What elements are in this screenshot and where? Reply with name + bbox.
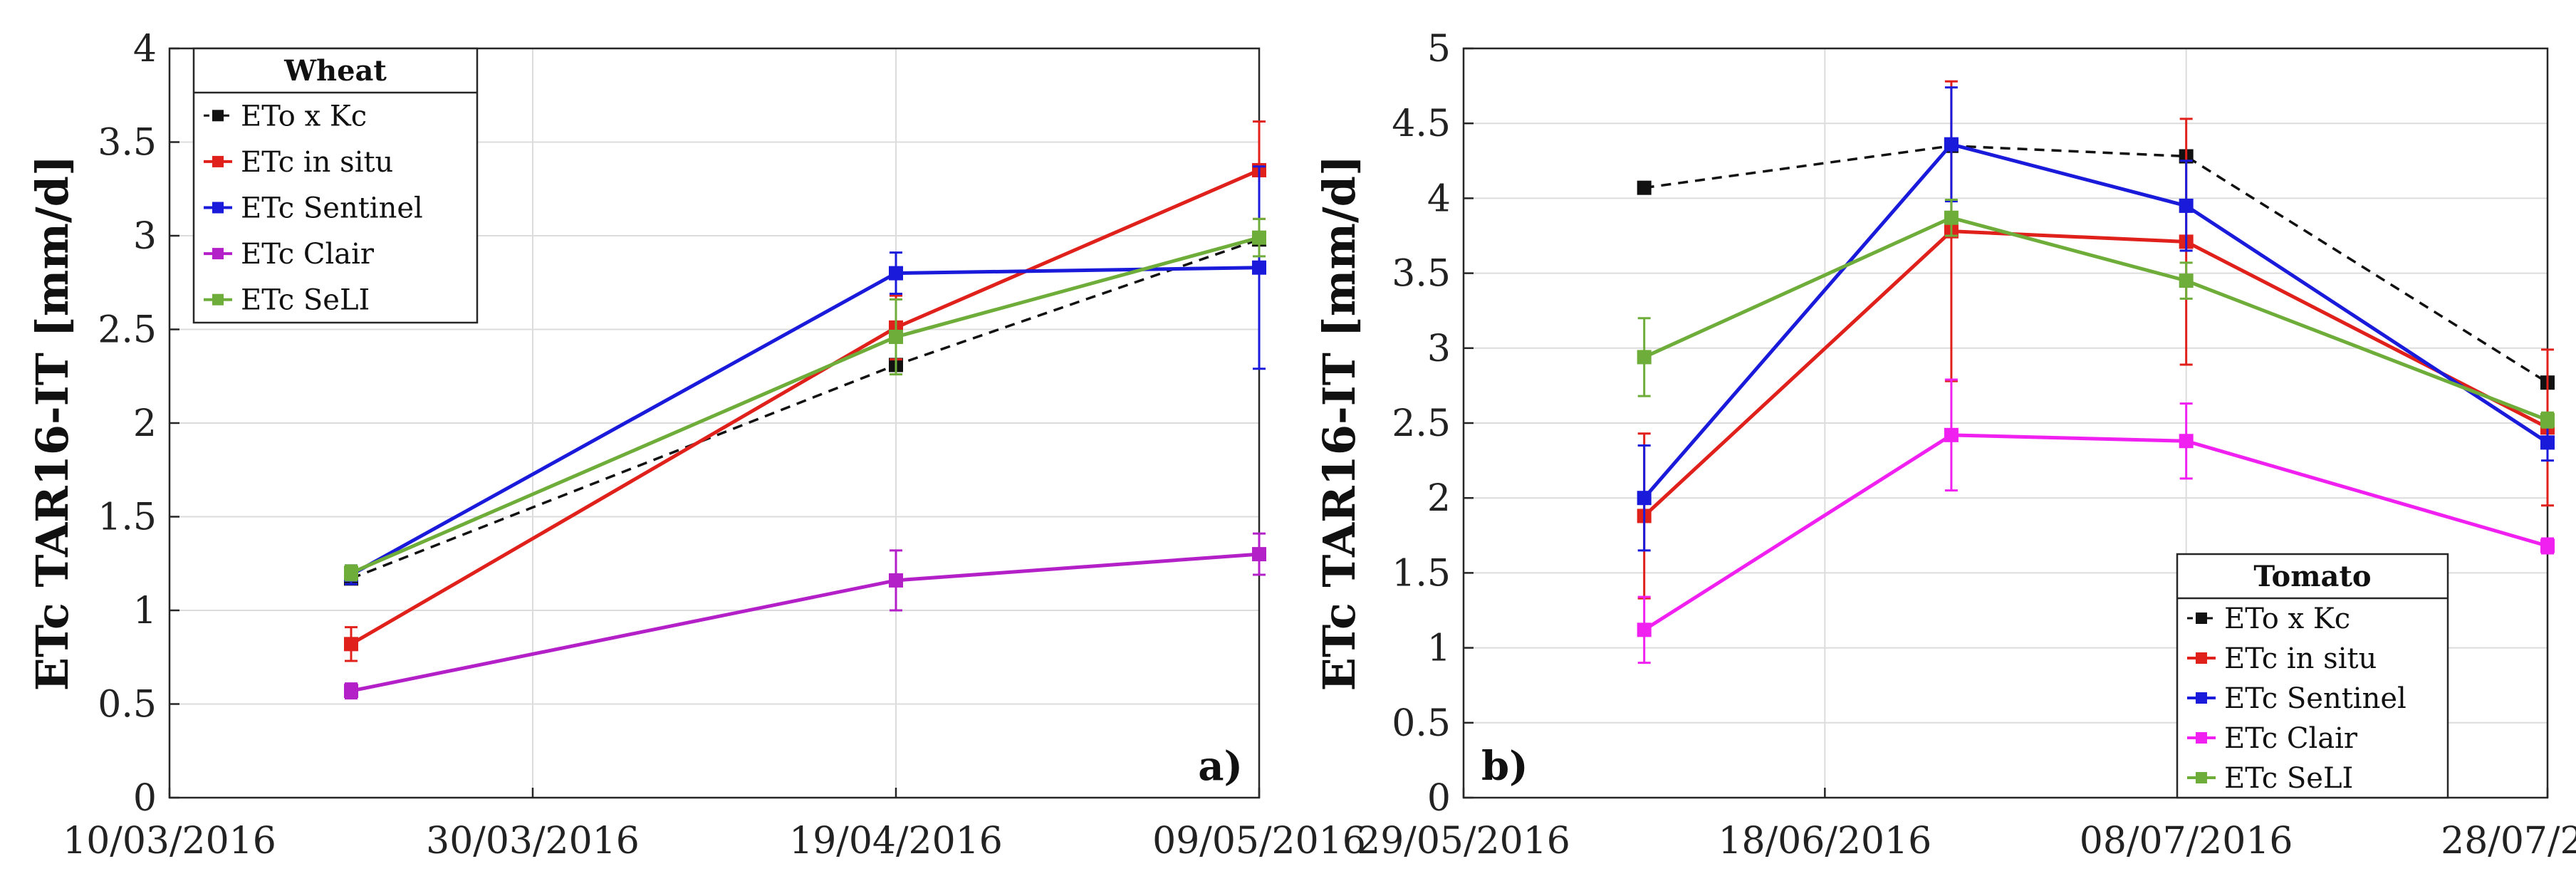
y-tick-label: 1 xyxy=(1427,627,1451,670)
legend-title: Tomato xyxy=(2253,560,2371,593)
data-point xyxy=(1252,547,1266,562)
y-tick-label: 5 xyxy=(1427,28,1451,71)
y-tick-label: 3.5 xyxy=(98,122,157,165)
data-point xyxy=(2179,434,2194,449)
legend-title: Wheat xyxy=(283,54,387,88)
x-tick-label: 30/03/2016 xyxy=(426,820,640,862)
data-point xyxy=(1944,427,1959,442)
legend-swatch-marker xyxy=(212,248,224,260)
y-tick-label: 3 xyxy=(1427,328,1451,370)
data-point xyxy=(889,330,903,345)
data-point xyxy=(889,266,903,281)
y-tick-label: 4.5 xyxy=(1392,103,1451,145)
x-tick-label: 19/04/2016 xyxy=(789,820,1003,862)
data-point xyxy=(1252,260,1266,275)
y-tick-label: 2.5 xyxy=(98,309,157,352)
data-point xyxy=(1252,230,1266,245)
legend-swatch-marker xyxy=(212,110,224,122)
x-tick-label: 18/06/2016 xyxy=(1718,820,1931,862)
series-line-eto-x-kc xyxy=(1644,145,2548,384)
legend-box xyxy=(192,47,479,324)
series-etc-clair xyxy=(1637,378,2555,664)
data-point xyxy=(2540,538,2555,553)
legend-swatch-marker xyxy=(2196,772,2207,783)
data-point xyxy=(1944,210,1959,225)
legend-swatch-marker xyxy=(212,155,224,167)
y-tick-label: 4 xyxy=(1427,177,1451,220)
data-point xyxy=(1637,180,1652,195)
y-tick-label: 0 xyxy=(133,777,157,820)
y-tick-label: 0 xyxy=(1427,777,1451,820)
series-etc-seli xyxy=(344,217,1266,582)
series-line-etc-seli xyxy=(1643,216,2548,422)
y-tick-label: 3.5 xyxy=(1392,253,1451,296)
data-point xyxy=(2540,412,2555,427)
chart-panel-b: 0 0.5 1 1.5 2 2.5 3 3.5 4 4.5 5 29/05/2016 18/06/201… xyxy=(1313,28,2576,862)
data-point xyxy=(2179,273,2194,288)
data-point xyxy=(2540,435,2555,450)
y-tick-label: 1.5 xyxy=(98,496,157,539)
x-tick-label: 28/07/2016 xyxy=(2441,820,2576,862)
y-tick-label: 2 xyxy=(1427,477,1451,520)
legend: Wheat ETo x Kc ETc in situ ETc Sentinel ETc … xyxy=(192,47,479,324)
legend-swatch-marker xyxy=(2196,652,2207,664)
y-tick-label: 2 xyxy=(133,402,157,445)
legend-entry: ETc in situ xyxy=(241,146,393,179)
series-etc-seli xyxy=(1637,199,2555,429)
data-point xyxy=(2179,198,2194,213)
data-point xyxy=(1944,137,1959,152)
data-point xyxy=(1637,622,1652,637)
legend-box xyxy=(2176,553,2449,799)
series-line-etc-clair xyxy=(1643,433,2548,632)
legend-swatch-marker xyxy=(2196,692,2207,704)
series-line-etc-in-situ xyxy=(1642,229,2549,518)
y-axis-label: ETc TAR16-IT [mm/d] xyxy=(26,155,78,692)
data-point xyxy=(344,684,358,699)
panel-label: a) xyxy=(1198,743,1243,790)
data-point xyxy=(344,565,358,580)
chart-panel-a: 0 0.5 1 1.5 2 2.5 3 3.5 4 10/03/2016 30/03/2016 19/… xyxy=(26,28,1366,862)
series-etc-clair xyxy=(344,532,1266,700)
x-tick-label: 08/07/2016 xyxy=(2080,820,2293,862)
legend-swatch-marker xyxy=(2196,612,2207,624)
data-point xyxy=(1637,491,1652,506)
y-tick-label: 2.5 xyxy=(1392,402,1451,445)
legend-entry: ETc Clair xyxy=(2224,722,2358,755)
y-tick-label: 1.5 xyxy=(1392,552,1451,595)
y-tick-label: 3 xyxy=(133,215,157,258)
legend-entry: ETo x Kc xyxy=(2224,603,2350,635)
legend: Tomato ETo x Kc ETc in situ ETc Sentinel ETc… xyxy=(2176,553,2449,799)
panel-label: b) xyxy=(1481,743,1528,790)
legend-entry: ETc in situ xyxy=(2224,642,2377,675)
data-point xyxy=(1637,350,1652,365)
series-etc-sentinel xyxy=(1637,86,2555,552)
data-point xyxy=(344,637,358,652)
legend-swatch-marker xyxy=(2196,732,2207,744)
y-tick-label: 1 xyxy=(133,590,157,632)
legend-entry: ETc SeLI xyxy=(241,284,370,317)
legend-swatch-marker xyxy=(212,202,224,214)
y-tick-label: 4 xyxy=(133,28,157,71)
legend-entry: ETc Clair xyxy=(241,238,375,271)
series-line-etc-sentinel xyxy=(1642,142,2549,499)
legend-entry: ETc Sentinel xyxy=(2224,682,2406,715)
data-point xyxy=(889,573,903,588)
legend-swatch-marker xyxy=(212,293,224,306)
x-tick-label: 29/05/2016 xyxy=(1357,820,1570,862)
y-tick-label: 0.5 xyxy=(98,684,157,726)
legend-entry: ETo x Kc xyxy=(241,100,367,132)
y-tick-label: 0.5 xyxy=(1392,702,1451,745)
x-tick-label: 09/05/2016 xyxy=(1152,820,1366,862)
legend-entry: ETc Sentinel xyxy=(241,192,423,225)
y-axis-label: ETc TAR16-IT [mm/d] xyxy=(1313,155,1365,692)
legend-entry: ETc SeLI xyxy=(2224,762,2353,795)
x-tick-label: 10/03/2016 xyxy=(63,820,276,862)
